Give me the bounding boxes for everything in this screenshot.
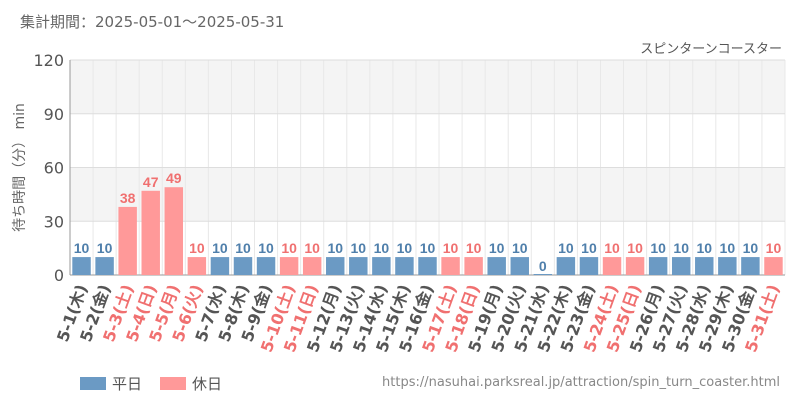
y-tick-label: 60 [44, 159, 64, 178]
bar-value-label: 10 [351, 240, 367, 256]
bar [510, 257, 529, 275]
bar-value-label: 10 [720, 240, 736, 256]
legend-swatch-holiday [160, 377, 187, 390]
bar [533, 274, 553, 275]
legend-item-weekday: 平日 [80, 373, 142, 394]
bar [141, 190, 160, 275]
bar-value-label: 10 [420, 240, 436, 256]
bar [718, 257, 737, 275]
bar [741, 257, 760, 275]
bar-value-label: 10 [258, 240, 274, 256]
bar [302, 257, 322, 275]
bar [372, 257, 391, 275]
bar-value-label: 10 [696, 240, 712, 256]
bar-value-label: 10 [189, 240, 205, 256]
bar [602, 257, 622, 275]
y-tick-label: 90 [44, 105, 64, 124]
bar [695, 257, 714, 275]
bar-value-label: 10 [512, 240, 528, 256]
bar [233, 257, 253, 275]
bar-value-label: 10 [766, 240, 782, 256]
bar [95, 257, 114, 275]
bar-value-label: 10 [97, 240, 113, 256]
bar-value-label: 10 [743, 240, 759, 256]
bar [441, 257, 460, 275]
bar [487, 257, 506, 275]
source-link[interactable]: https://nasuhai.parksreal.jp/attraction/… [382, 375, 780, 390]
bar-value-label: 10 [489, 240, 505, 256]
bar [210, 257, 230, 275]
bar [671, 257, 691, 275]
legend-label-weekday: 平日 [112, 375, 143, 393]
legend-item-holiday: 休日 [160, 373, 222, 394]
period-label: 集計期間：2025-05-01～2025-05-31 [20, 13, 285, 31]
grid-band [70, 60, 785, 114]
bar-value-label: 10 [558, 240, 574, 256]
bar-value-label: 10 [327, 240, 343, 256]
legend: 平日 休日 [80, 373, 222, 394]
bar [648, 257, 668, 275]
bar-value-label: 10 [74, 240, 90, 256]
bar-value-label: 10 [627, 240, 643, 256]
y-tick-label: 30 [44, 212, 64, 231]
y-tick-label: 0 [54, 266, 64, 285]
bar-value-label: 10 [235, 240, 251, 256]
legend-swatch-weekday [80, 377, 106, 390]
bar-value-label: 10 [650, 240, 666, 256]
bar [349, 257, 368, 275]
bar-value-label: 49 [166, 170, 182, 186]
bar-value-label: 10 [581, 240, 597, 256]
bar-value-label: 10 [397, 240, 413, 256]
bar [625, 257, 645, 275]
bar-value-label: 47 [143, 174, 159, 190]
bar [418, 257, 437, 275]
bar [118, 206, 137, 275]
bar [164, 187, 184, 275]
bar [579, 257, 599, 275]
bar-value-label: 0 [539, 258, 547, 274]
legend-label-holiday: 休日 [192, 375, 223, 393]
bar [279, 257, 299, 275]
chart-title: スピンターンコースター [640, 42, 782, 57]
bar [187, 257, 207, 275]
grid-band [70, 167, 785, 222]
bar [556, 257, 576, 275]
bar [464, 257, 483, 275]
bar-value-label: 10 [466, 240, 482, 256]
bar-value-label: 10 [281, 240, 297, 256]
bar-value-label: 10 [443, 240, 459, 256]
y-tick-label: 120 [33, 51, 64, 70]
bar-value-label: 10 [604, 240, 620, 256]
bar [326, 257, 345, 275]
bar-value-label: 10 [304, 240, 320, 256]
bar [764, 257, 783, 275]
bar [72, 257, 91, 275]
bar-value-label: 10 [374, 240, 390, 256]
bar-value-label: 38 [120, 190, 136, 206]
bar [395, 257, 414, 275]
bar [256, 257, 276, 275]
y-axis-label: 待ち時間（分） min [12, 103, 28, 232]
bar-value-label: 10 [673, 240, 689, 256]
bar-value-label: 10 [212, 240, 228, 256]
